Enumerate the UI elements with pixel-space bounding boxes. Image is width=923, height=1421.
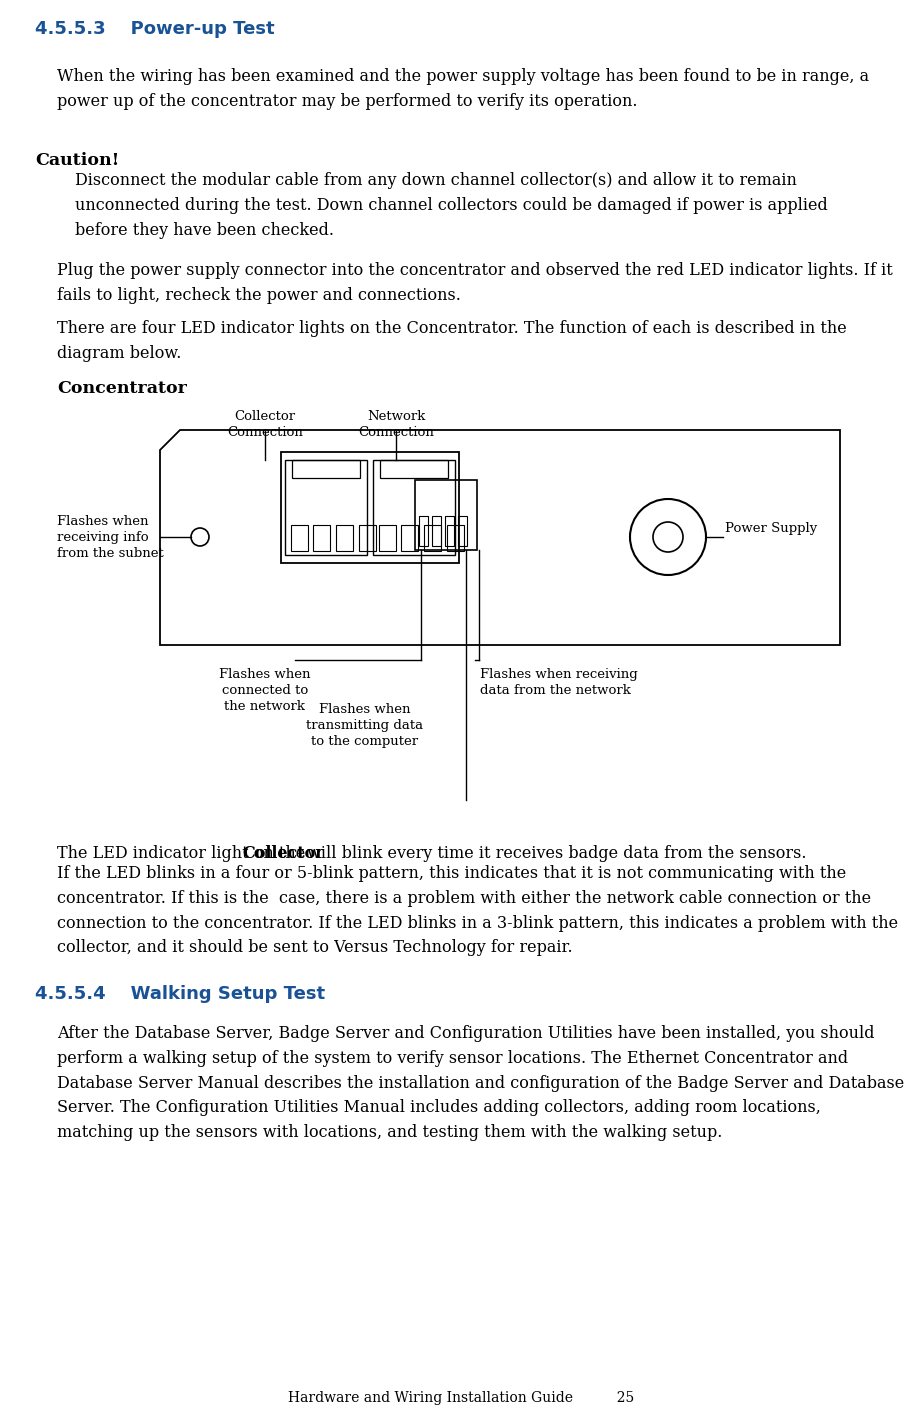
Text: 4.5.5.3    Power-up Test: 4.5.5.3 Power-up Test <box>35 20 275 38</box>
Bar <box>401 524 418 551</box>
Text: Disconnect the modular cable from any down channel collector(s) and allow it to : Disconnect the modular cable from any do… <box>75 172 828 239</box>
Bar <box>359 524 376 551</box>
Text: Flashes when
receiving info
from the subnet: Flashes when receiving info from the sub… <box>57 514 163 560</box>
Text: The LED indicator light on the: The LED indicator light on the <box>57 845 310 863</box>
Bar <box>373 460 455 556</box>
Text: When the wiring has been examined and the power supply voltage has been found to: When the wiring has been examined and th… <box>57 68 869 109</box>
Bar <box>379 524 396 551</box>
Bar <box>419 516 428 546</box>
Bar <box>380 460 448 477</box>
Text: Flashes when receiving
data from the network: Flashes when receiving data from the net… <box>480 668 638 696</box>
Bar <box>281 452 459 563</box>
Text: There are four LED indicator lights on the Concentrator. The function of each is: There are four LED indicator lights on t… <box>57 320 846 362</box>
Text: Concentrator: Concentrator <box>57 379 186 396</box>
Text: Flashes when
connected to
the network: Flashes when connected to the network <box>220 668 311 713</box>
Bar <box>292 460 360 477</box>
Text: If the LED blinks in a four or 5-blink pattern, this indicates that it is not co: If the LED blinks in a four or 5-blink p… <box>57 865 898 956</box>
Bar <box>285 460 367 556</box>
Text: Hardware and Wiring Installation Guide          25: Hardware and Wiring Installation Guide 2… <box>288 1391 634 1405</box>
Text: Caution!: Caution! <box>35 152 119 169</box>
Bar <box>432 516 441 546</box>
Text: 4.5.5.4    Walking Setup Test: 4.5.5.4 Walking Setup Test <box>35 985 325 1003</box>
Bar <box>447 524 464 551</box>
Text: Flashes when
transmitting data
to the computer: Flashes when transmitting data to the co… <box>306 703 424 747</box>
Bar <box>313 524 330 551</box>
Text: Plug the power supply connector into the concentrator and observed the red LED i: Plug the power supply connector into the… <box>57 261 893 304</box>
Bar <box>445 516 454 546</box>
Bar <box>458 516 467 546</box>
Bar <box>291 524 308 551</box>
Text: Collector: Collector <box>242 845 324 863</box>
Bar <box>415 480 477 550</box>
Bar <box>336 524 353 551</box>
Text: Power Supply: Power Supply <box>725 522 817 534</box>
Text: After the Database Server, Badge Server and Configuration Utilities have been in: After the Database Server, Badge Server … <box>57 1025 905 1141</box>
Bar <box>424 524 441 551</box>
Text: will blink every time it receives badge data from the sensors.: will blink every time it receives badge … <box>302 845 807 863</box>
Text: Collector
Connection: Collector Connection <box>227 411 303 439</box>
Text: Network
Connection: Network Connection <box>358 411 434 439</box>
